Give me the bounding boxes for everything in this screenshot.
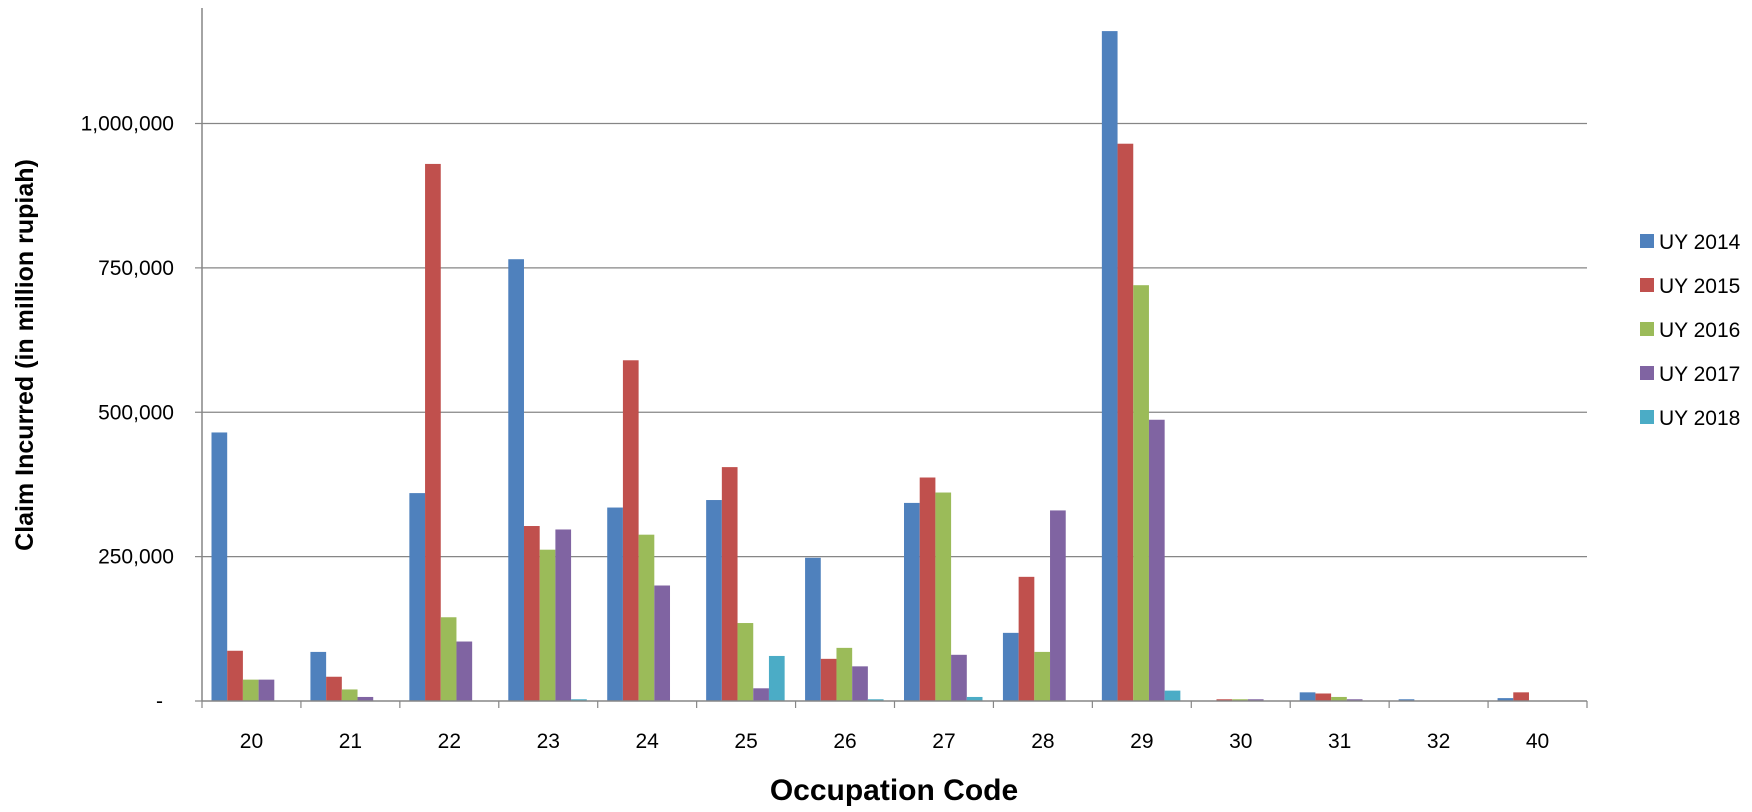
bar <box>571 699 587 701</box>
y-tick-label: 250,000 <box>98 546 174 569</box>
bar <box>1331 696 1347 701</box>
x-tick-label: 31 <box>1328 730 1351 753</box>
bar <box>310 651 327 701</box>
bar <box>425 163 441 702</box>
bar <box>227 650 243 701</box>
bar <box>966 696 983 701</box>
bar <box>409 493 426 701</box>
bar <box>1018 576 1035 701</box>
bar <box>867 699 884 701</box>
bar <box>721 467 738 701</box>
bar <box>1050 510 1066 701</box>
x-tick-label: 27 <box>932 730 955 753</box>
bar <box>1101 31 1118 702</box>
bar <box>357 696 374 701</box>
legend-label: UY 2014 <box>1659 231 1741 254</box>
bar <box>1315 693 1332 701</box>
y-tick-label: - <box>156 690 163 713</box>
bar <box>1232 699 1248 701</box>
bar <box>654 585 671 701</box>
bar <box>852 666 868 701</box>
bars <box>211 31 1529 702</box>
y-tick-label: 750,000 <box>98 257 174 280</box>
x-tick-label: 22 <box>438 730 461 753</box>
bar <box>1247 699 1264 701</box>
x-tick-label: 40 <box>1526 730 1549 753</box>
bar <box>820 658 837 701</box>
bar <box>622 360 639 701</box>
legend: UY 2014 UY 2015 UY 2016 UY 2017 UY 2018 <box>1640 231 1741 430</box>
legend-label: UY 2016 <box>1659 319 1740 342</box>
bar <box>753 688 769 701</box>
y-axis-title: Claim Incurred (in million rupiah) <box>11 159 39 551</box>
bar <box>1034 651 1051 701</box>
legend-label: UY 2015 <box>1659 275 1740 298</box>
bar <box>1398 699 1415 701</box>
bar <box>1133 285 1149 701</box>
bar <box>805 557 821 701</box>
bar <box>1148 419 1165 701</box>
bar <box>440 617 457 701</box>
x-axis-title: Occupation Code <box>770 774 1018 807</box>
bar <box>258 679 275 701</box>
x-tick-label: 30 <box>1229 730 1252 753</box>
bar <box>638 534 655 701</box>
legend-label: UY 2017 <box>1659 363 1740 386</box>
bar <box>935 492 952 701</box>
legend-label: UY 2018 <box>1659 407 1740 430</box>
bar <box>1346 699 1363 701</box>
x-tick-labels: 20 21 22 23 24 25 26 27 28 29 30 31 32 40 <box>201 701 1588 753</box>
bar <box>737 623 754 701</box>
bar <box>1497 698 1514 701</box>
y-tick-labels: - 250,000 500,000 750,000 1,000,000 <box>81 113 174 714</box>
x-tick-label: 29 <box>1130 730 1153 753</box>
bar <box>1002 632 1019 701</box>
bar <box>919 477 936 701</box>
x-tick-label: 24 <box>635 730 659 753</box>
bar <box>904 502 920 701</box>
legend-swatch <box>1640 278 1654 292</box>
x-tick-label: 26 <box>833 730 856 753</box>
bar <box>1164 690 1181 701</box>
legend-swatch <box>1640 322 1654 336</box>
y-tick-label: 500,000 <box>98 401 174 424</box>
bar <box>456 641 473 701</box>
gridlines <box>195 122 1587 702</box>
bar <box>211 432 228 701</box>
bar <box>508 259 524 701</box>
bar <box>951 654 967 701</box>
x-tick-label: 23 <box>537 730 560 753</box>
bar <box>326 676 342 701</box>
bar <box>555 529 572 701</box>
bar <box>706 500 722 701</box>
x-tick-label: 32 <box>1427 730 1450 753</box>
x-tick-label: 21 <box>339 730 362 753</box>
bar <box>1117 143 1134 701</box>
bar <box>523 526 540 701</box>
bar <box>1513 692 1529 701</box>
legend-swatch <box>1640 234 1654 248</box>
bar <box>836 647 853 701</box>
bar <box>607 507 623 701</box>
legend-swatch <box>1640 366 1654 380</box>
bar <box>768 655 785 701</box>
bar <box>242 679 259 701</box>
bar <box>1299 692 1316 701</box>
x-tick-label: 20 <box>240 730 263 753</box>
x-tick-label: 28 <box>1031 730 1054 753</box>
bar <box>341 689 358 701</box>
x-tick-label: 25 <box>734 730 757 753</box>
bar <box>539 549 556 701</box>
legend-swatch <box>1640 410 1654 424</box>
bar <box>1216 699 1233 701</box>
y-tick-label: 1,000,000 <box>81 113 174 136</box>
